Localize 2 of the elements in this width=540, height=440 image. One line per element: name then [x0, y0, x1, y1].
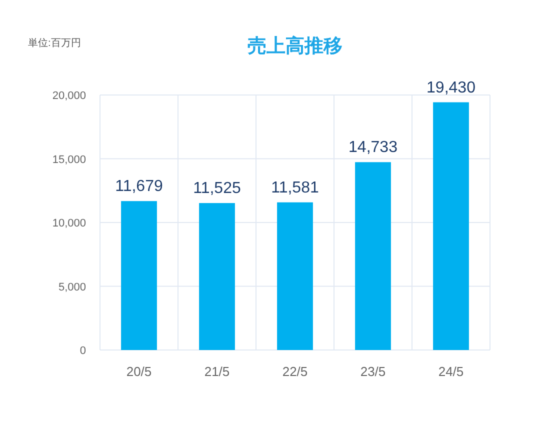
ylabel: 単位:百万円: [28, 38, 81, 49]
title: 売上高推移: [248, 36, 342, 57]
